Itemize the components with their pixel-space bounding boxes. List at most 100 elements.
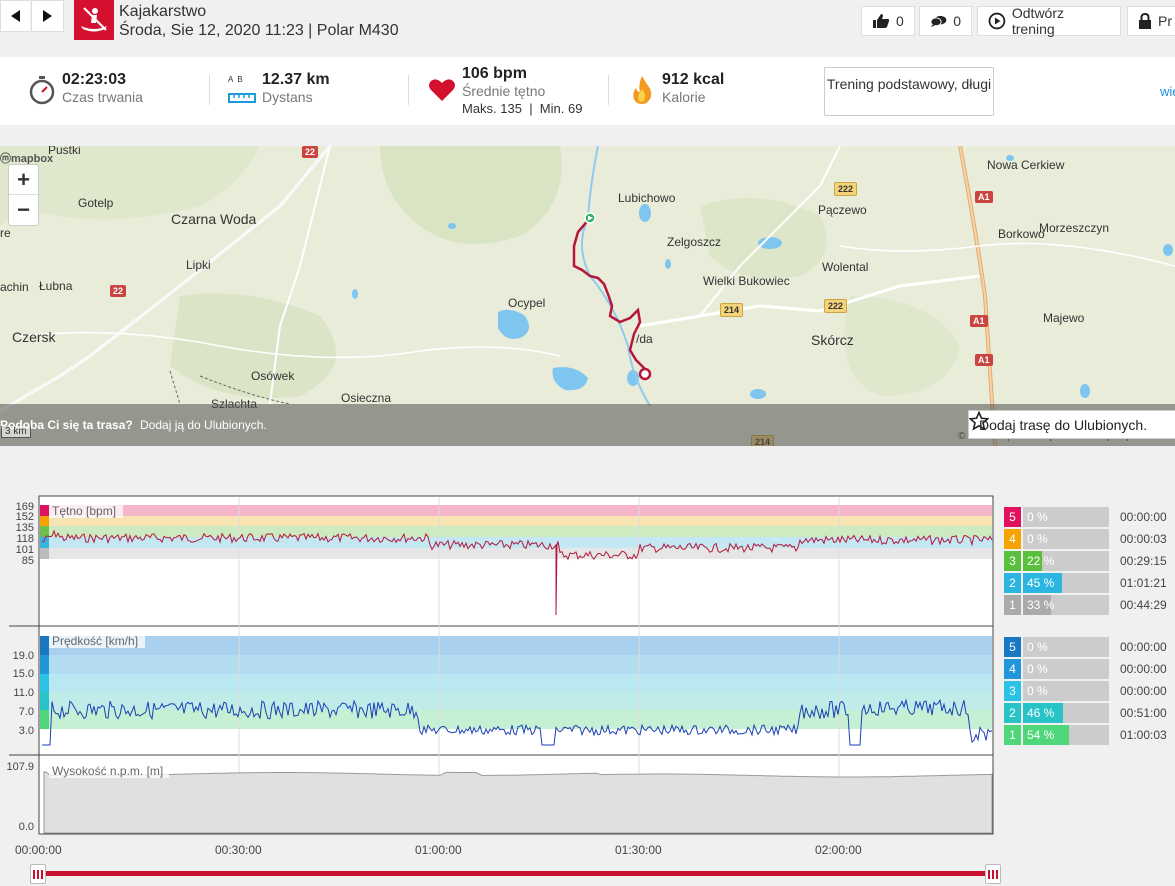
hr-chart-title: Tętno [bpm] [52, 504, 116, 518]
place-label: Zelgoszcz [667, 235, 722, 249]
flame-icon [633, 76, 652, 104]
divider [608, 75, 609, 105]
place-label: Osieczna [341, 391, 392, 405]
duration-value: 02:23:03 [62, 71, 127, 88]
zone-number: 2 [1004, 573, 1021, 593]
time-tick-label: 02:00:00 [815, 843, 862, 857]
more-link[interactable]: wię [1160, 84, 1175, 99]
training-charts: 169 152 135 118 101 85 19.0 15.0 11.0 7.0 3.0 107… [0, 490, 1000, 840]
replay-label: Odtwórz trening [1011, 5, 1064, 37]
zone-row: 4 0 % 00:00:03 [1004, 529, 1175, 549]
zone-time: 00:00:00 [1120, 684, 1167, 698]
zone-number: 1 [1004, 725, 1021, 745]
place-label: Wielki Bukowiec [703, 274, 790, 288]
divider [408, 75, 409, 105]
prev-training-button[interactable] [0, 0, 30, 32]
route-map[interactable]: ⓜmapbox + − Pustki Gotelp Czarna Woda Li… [0, 146, 1175, 446]
zone-time: 00:00:00 [1120, 510, 1167, 524]
place-label: Wolental [822, 260, 869, 274]
zone-bar-fill [1023, 551, 1042, 571]
place-label: Lubichowo [618, 191, 676, 205]
training-type-button[interactable]: Trening podstawowy, długi [824, 67, 994, 116]
zone-bar: 0 % [1023, 659, 1109, 679]
speed-tick-label: 19.0 [13, 650, 34, 662]
privacy-button[interactable]: Pr [1127, 6, 1175, 36]
altitude-tick-label: 0.0 [19, 821, 34, 833]
hr-zone-marker [40, 548, 49, 559]
speed-zone-bands [40, 636, 992, 729]
zone-bar-fill [1023, 725, 1070, 745]
speed-tick-label: 3.0 [19, 725, 34, 737]
zoom-out-button[interactable]: − [17, 197, 30, 222]
add-route-to-favorites-button[interactable]: Dodaj trasę do Ulubionych. [968, 410, 1175, 439]
comment-count: 0 [953, 13, 961, 29]
zone-number: 1 [1004, 595, 1021, 615]
comment-button[interactable]: 0 [919, 6, 972, 36]
zone-time: 00:29:15 [1120, 554, 1167, 568]
ruler-icon [228, 93, 256, 103]
mapbox-logo: ⓜmapbox [0, 153, 54, 165]
place-label: Morzeszczyn [1039, 221, 1110, 235]
zone-time: 00:51:00 [1120, 706, 1167, 720]
zone-bar-fill [1023, 573, 1062, 593]
speed-line [42, 698, 993, 746]
zone-percent: 0 % [1027, 640, 1048, 654]
zone-number: 3 [1004, 681, 1021, 701]
speed-zone-marker [40, 655, 49, 674]
lock-icon [1139, 13, 1151, 29]
kayak-icon [74, 0, 114, 40]
zone-number: 5 [1004, 637, 1021, 657]
next-training-button[interactable] [31, 0, 64, 32]
hr-tick-label: 169 [16, 501, 34, 513]
zone-bar: 0 % [1023, 507, 1109, 527]
road-badge: A1 [975, 354, 993, 366]
route-line [572, 217, 647, 374]
heart-rate-value: 106 bpm [462, 65, 527, 82]
place-label: Borkowo [998, 227, 1045, 241]
slider-start-handle[interactable] [30, 864, 46, 884]
slider-track[interactable] [40, 871, 995, 876]
zone-number: 3 [1004, 551, 1021, 571]
zone-percent: 0 % [1027, 510, 1048, 524]
map-scale: 3 km [1, 426, 31, 438]
hr-tick-label: 118 [16, 533, 34, 545]
place-label: Majewo [1043, 311, 1085, 325]
divider [209, 75, 210, 105]
replay-training-button[interactable]: Odtwórz trening [977, 5, 1121, 37]
like-button[interactable]: 0 [861, 6, 915, 36]
zone-bar: 45 % [1023, 573, 1109, 593]
zone-bar: 33 % [1023, 595, 1109, 615]
hr-zone-band [40, 548, 992, 559]
speed-zone-band [40, 636, 992, 655]
speed-zone-band [40, 655, 992, 674]
time-range-slider[interactable] [30, 862, 1005, 886]
altitude-y-ticks: 107.9 0.0 [6, 761, 34, 833]
speed-zone-marker [40, 674, 49, 693]
stopwatch-icon [29, 76, 55, 105]
duration-label: Czas trwania [62, 89, 143, 105]
zone-percent: 45 % [1027, 576, 1055, 590]
zone-bar: 0 % [1023, 637, 1109, 657]
session-info: Środa, Sie 12, 2020 11:23 | Polar M430 [119, 22, 399, 39]
road-badge: A1 [975, 191, 993, 203]
zone-percent: 54 % [1027, 728, 1055, 742]
speed-zone-marker [40, 636, 49, 655]
slider-end-handle[interactable] [985, 864, 1001, 884]
zone-row: 2 45 % 01:01:21 [1004, 573, 1175, 593]
chevron-left-icon [11, 10, 20, 22]
hr-tick-label: 135 [16, 522, 34, 534]
heart-rate-max-min: Maks. 135 | Min. 69 [462, 101, 583, 116]
zone-percent: 46 % [1027, 706, 1055, 720]
place-label: achin [0, 280, 29, 294]
road-badge: 222 [824, 299, 848, 313]
road-badge: A1 [970, 315, 988, 327]
hr-zone-band [40, 526, 992, 537]
road-badge: 22 [302, 146, 319, 158]
zone-row: 2 46 % 00:51:00 [1004, 703, 1175, 723]
zone-time: 00:00:00 [1120, 662, 1167, 676]
zoom-in-button[interactable]: + [9, 165, 38, 195]
zone-number: 5 [1004, 507, 1021, 527]
place-label: Lipki [186, 258, 211, 272]
